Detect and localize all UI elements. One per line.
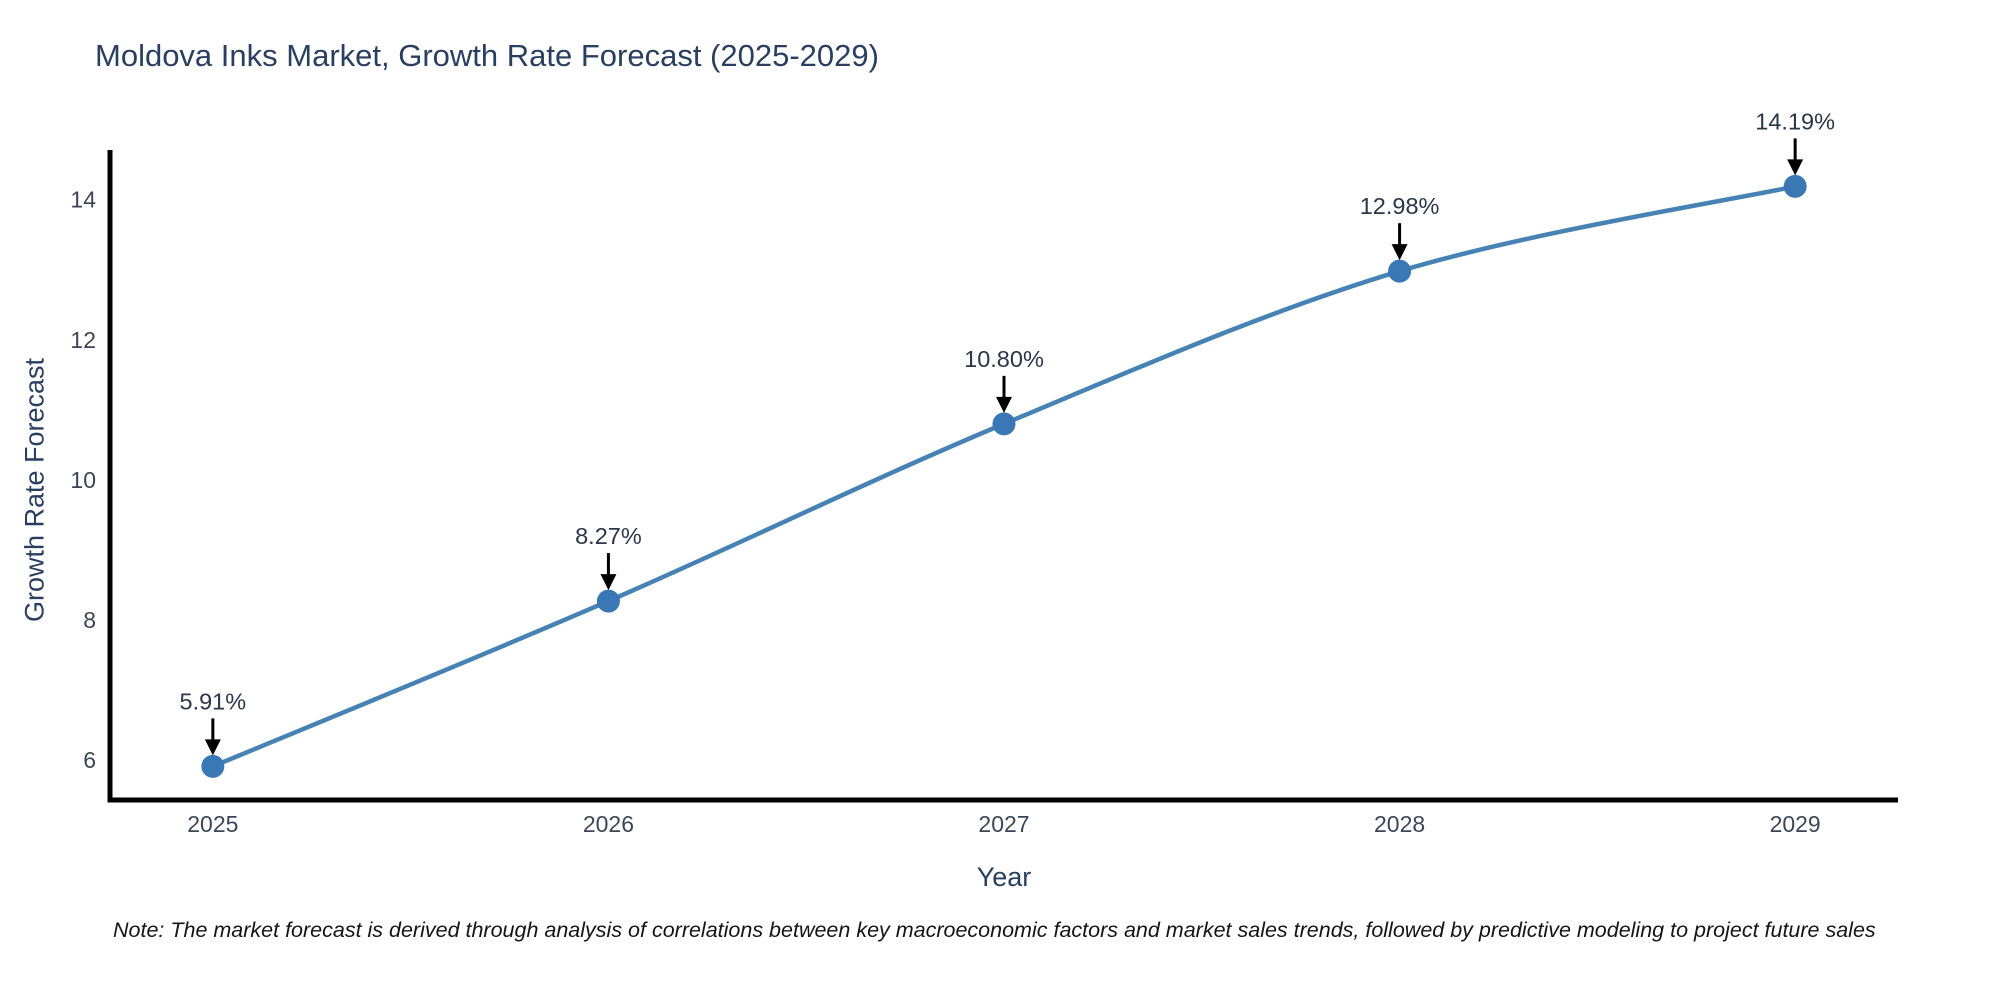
data-point-marker xyxy=(1388,259,1412,283)
x-tick-label: 2027 xyxy=(978,811,1029,837)
annotation-arrow-head xyxy=(204,739,221,756)
point-value-label: 14.19% xyxy=(1755,108,1835,134)
x-tick-label: 2025 xyxy=(187,811,238,837)
data-point-marker xyxy=(596,589,620,613)
x-tick-label: 2028 xyxy=(1374,811,1425,837)
y-tick-label: 12 xyxy=(70,327,96,353)
point-value-label: 10.80% xyxy=(964,346,1044,372)
x-axis-title: Year xyxy=(976,862,1032,892)
data-point-marker xyxy=(992,412,1016,436)
annotation-arrow-head xyxy=(996,396,1012,413)
point-value-label: 5.91% xyxy=(180,688,247,714)
axis-spines xyxy=(107,150,1898,803)
data-point-marker xyxy=(1783,174,1807,198)
y-tick-label: 6 xyxy=(83,747,96,773)
x-tick-label: 2026 xyxy=(583,811,634,837)
annotation-arrow-head xyxy=(600,574,617,591)
chart-title: Moldova Inks Market, Growth Rate Forecas… xyxy=(95,38,879,73)
y-tick-label: 10 xyxy=(70,467,96,493)
data-point-marker xyxy=(201,754,225,778)
footnote: Note: The market forecast is derived thr… xyxy=(113,918,1876,942)
point-value-label: 12.98% xyxy=(1360,193,1440,219)
x-tick-label: 2029 xyxy=(1770,811,1821,837)
annotation-arrow-head xyxy=(1787,159,1804,176)
point-value-label: 8.27% xyxy=(575,523,642,549)
y-tick-label: 8 xyxy=(83,607,96,633)
y-tick-label: 14 xyxy=(70,187,96,213)
annotation-arrow-head xyxy=(1391,244,1408,261)
forecast-line xyxy=(210,184,1798,769)
